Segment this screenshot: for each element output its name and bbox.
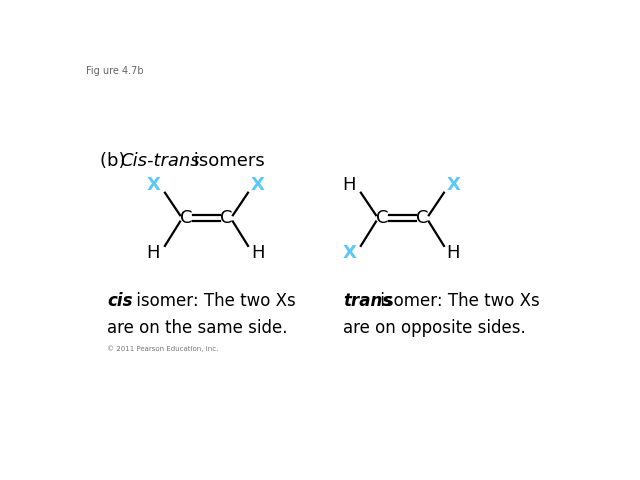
Text: isomer: The two Xs: isomer: The two Xs [131,292,296,310]
Text: C: C [376,209,389,228]
Text: C: C [220,209,232,228]
Text: are on the same side.: are on the same side. [108,319,288,337]
Text: isomers: isomers [188,152,265,170]
Text: H: H [447,244,460,263]
Text: cis: cis [108,292,132,310]
Text: © 2011 Pearson Education, Inc.: © 2011 Pearson Education, Inc. [108,346,219,352]
Text: Fig ure 4.7b: Fig ure 4.7b [86,66,143,76]
Text: H: H [342,176,356,194]
Text: X: X [447,176,460,194]
Text: X: X [147,176,161,194]
Text: Cis-trans: Cis-trans [121,152,200,170]
Text: trans: trans [343,292,392,310]
Text: H: H [147,244,160,263]
Text: isomer: The two Xs: isomer: The two Xs [375,292,540,310]
Text: X: X [251,176,264,194]
Text: are on opposite sides.: are on opposite sides. [343,319,525,337]
Text: (b): (b) [100,152,131,170]
Text: X: X [342,244,356,263]
Text: C: C [416,209,429,228]
Text: H: H [251,244,264,263]
Text: C: C [180,209,193,228]
